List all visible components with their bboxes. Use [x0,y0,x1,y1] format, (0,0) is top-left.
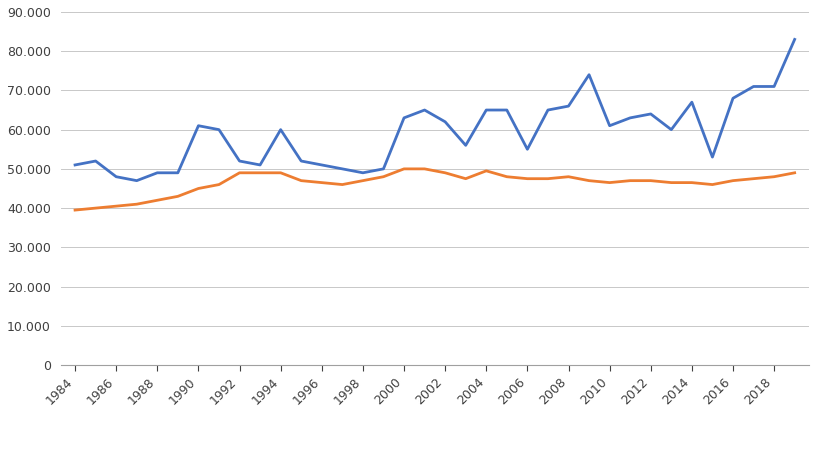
Arbeiter und Angestellte [276,170,286,176]
Arbeiter und Angestellte [522,176,532,182]
Arbeiter und Angestellte [667,180,676,185]
Selbstständige [790,37,800,42]
Selbstständige [625,115,635,121]
Selbstständige [255,162,265,168]
Selbstständige [111,174,121,180]
Selbstständige [153,170,162,176]
Line: Selbstständige: Selbstständige [75,39,795,181]
Selbstständige [214,127,224,132]
Arbeiter und Angestellte [502,174,512,180]
Arbeiter und Angestellte [769,174,779,180]
Arbeiter und Angestellte [481,168,491,174]
Selbstständige [748,84,758,89]
Selbstständige [687,99,697,105]
Arbeiter und Angestellte [358,178,368,183]
Selbstständige [543,107,552,113]
Selbstständige [132,178,142,183]
Arbeiter und Angestellte [235,170,245,176]
Selbstständige [707,154,717,160]
Selbstständige [276,127,286,132]
Arbeiter und Angestellte [153,197,162,203]
Arbeiter und Angestellte [441,170,450,176]
Selbstständige [769,84,779,89]
Arbeiter und Angestellte [748,176,758,182]
Arbeiter und Angestellte [645,178,655,183]
Arbeiter und Angestellte [543,176,552,182]
Arbeiter und Angestellte [317,180,326,185]
Selbstständige [338,166,348,172]
Selbstständige [173,170,183,176]
Arbeiter und Angestellte [728,178,738,183]
Arbeiter und Angestellte [687,180,697,185]
Arbeiter und Angestellte [70,207,80,213]
Arbeiter und Angestellte [338,182,348,187]
Selbstständige [584,72,594,78]
Arbeiter und Angestellte [214,182,224,187]
Selbstständige [296,158,306,164]
Arbeiter und Angestellte [296,178,306,183]
Arbeiter und Angestellte [419,166,429,172]
Arbeiter und Angestellte [132,201,142,207]
Arbeiter und Angestellte [564,174,574,180]
Arbeiter und Angestellte [379,174,388,180]
Selbstständige [667,127,676,132]
Selbstständige [91,158,100,164]
Selbstständige [605,123,614,129]
Selbstständige [358,170,368,176]
Selbstständige [481,107,491,113]
Arbeiter und Angestellte [625,178,635,183]
Selbstständige [317,162,326,168]
Arbeiter und Angestellte [790,170,800,176]
Selbstständige [564,103,574,109]
Line: Arbeiter und Angestellte: Arbeiter und Angestellte [75,169,795,210]
Arbeiter und Angestellte [605,180,614,185]
Selbstständige [502,107,512,113]
Arbeiter und Angestellte [111,203,121,209]
Selbstständige [728,95,738,101]
Selbstständige [379,166,388,172]
Arbeiter und Angestellte [399,166,409,172]
Selbstständige [645,111,655,117]
Selbstständige [441,119,450,124]
Arbeiter und Angestellte [461,176,471,182]
Arbeiter und Angestellte [584,178,594,183]
Selbstständige [419,107,429,113]
Arbeiter und Angestellte [707,182,717,187]
Arbeiter und Angestellte [255,170,265,176]
Selbstständige [522,146,532,152]
Arbeiter und Angestellte [173,194,183,199]
Selbstständige [461,143,471,148]
Selbstständige [193,123,203,129]
Arbeiter und Angestellte [91,205,100,211]
Selbstständige [70,162,80,168]
Selbstständige [235,158,245,164]
Selbstständige [399,115,409,121]
Arbeiter und Angestellte [193,186,203,191]
